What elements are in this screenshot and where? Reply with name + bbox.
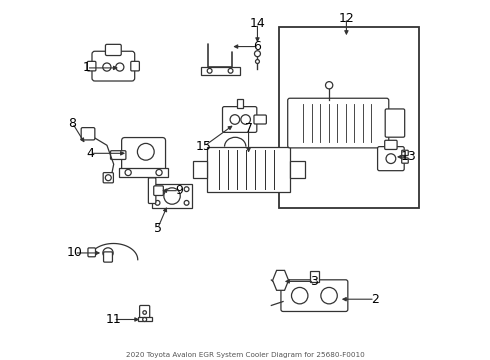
- Bar: [290, 161, 305, 178]
- Bar: [138, 317, 151, 321]
- FancyBboxPatch shape: [87, 61, 96, 71]
- Bar: [207, 147, 290, 192]
- Circle shape: [292, 287, 308, 304]
- FancyBboxPatch shape: [402, 158, 408, 163]
- FancyBboxPatch shape: [385, 109, 405, 137]
- FancyBboxPatch shape: [111, 151, 126, 159]
- Circle shape: [103, 248, 113, 258]
- Circle shape: [228, 68, 233, 73]
- Text: 3: 3: [311, 275, 319, 288]
- FancyBboxPatch shape: [122, 138, 166, 171]
- Text: 11: 11: [105, 313, 121, 326]
- Circle shape: [103, 63, 111, 71]
- FancyBboxPatch shape: [103, 252, 112, 262]
- Circle shape: [155, 201, 160, 205]
- FancyBboxPatch shape: [103, 172, 113, 183]
- Text: 5: 5: [154, 221, 162, 234]
- Text: 10: 10: [66, 247, 82, 260]
- Bar: [310, 271, 318, 282]
- FancyBboxPatch shape: [92, 51, 135, 81]
- FancyBboxPatch shape: [131, 61, 139, 71]
- Text: 13: 13: [401, 150, 416, 163]
- Circle shape: [230, 115, 240, 124]
- Circle shape: [207, 68, 212, 73]
- Bar: [237, 99, 243, 108]
- FancyBboxPatch shape: [148, 178, 156, 203]
- Text: 8: 8: [69, 117, 76, 130]
- Bar: [120, 168, 168, 177]
- Text: 1: 1: [83, 62, 91, 75]
- Circle shape: [321, 287, 337, 304]
- Circle shape: [137, 143, 154, 160]
- Circle shape: [255, 59, 259, 63]
- Circle shape: [125, 170, 131, 176]
- FancyBboxPatch shape: [378, 147, 404, 171]
- Bar: [279, 27, 419, 208]
- Circle shape: [143, 318, 147, 321]
- Text: 2020 Toyota Avalon EGR System Cooler Diagram for 25680-F0010: 2020 Toyota Avalon EGR System Cooler Dia…: [125, 352, 365, 358]
- FancyBboxPatch shape: [402, 150, 408, 156]
- Circle shape: [386, 154, 396, 163]
- Circle shape: [155, 187, 160, 192]
- Text: 14: 14: [249, 17, 265, 30]
- Polygon shape: [272, 270, 289, 290]
- Text: 12: 12: [339, 12, 354, 24]
- Circle shape: [184, 187, 189, 192]
- Bar: [152, 184, 192, 208]
- Text: 7: 7: [245, 122, 252, 135]
- FancyBboxPatch shape: [281, 280, 348, 311]
- FancyBboxPatch shape: [288, 98, 389, 148]
- FancyBboxPatch shape: [154, 186, 163, 195]
- FancyBboxPatch shape: [88, 248, 96, 257]
- FancyBboxPatch shape: [222, 107, 257, 132]
- FancyBboxPatch shape: [105, 44, 121, 55]
- FancyBboxPatch shape: [254, 115, 267, 124]
- Circle shape: [116, 63, 124, 71]
- Circle shape: [254, 51, 260, 57]
- Text: 2: 2: [371, 293, 379, 306]
- Circle shape: [184, 201, 189, 205]
- Circle shape: [164, 188, 180, 204]
- Circle shape: [325, 82, 333, 89]
- Text: 9: 9: [175, 184, 183, 197]
- Bar: [193, 161, 207, 178]
- Circle shape: [241, 115, 250, 124]
- Text: 4: 4: [86, 147, 94, 160]
- Text: 15: 15: [196, 140, 212, 153]
- FancyBboxPatch shape: [385, 140, 397, 149]
- Circle shape: [156, 170, 162, 176]
- Circle shape: [143, 311, 147, 314]
- FancyBboxPatch shape: [81, 128, 95, 140]
- Bar: [201, 67, 240, 75]
- Text: 6: 6: [253, 40, 261, 53]
- Circle shape: [105, 175, 111, 181]
- FancyBboxPatch shape: [140, 306, 150, 319]
